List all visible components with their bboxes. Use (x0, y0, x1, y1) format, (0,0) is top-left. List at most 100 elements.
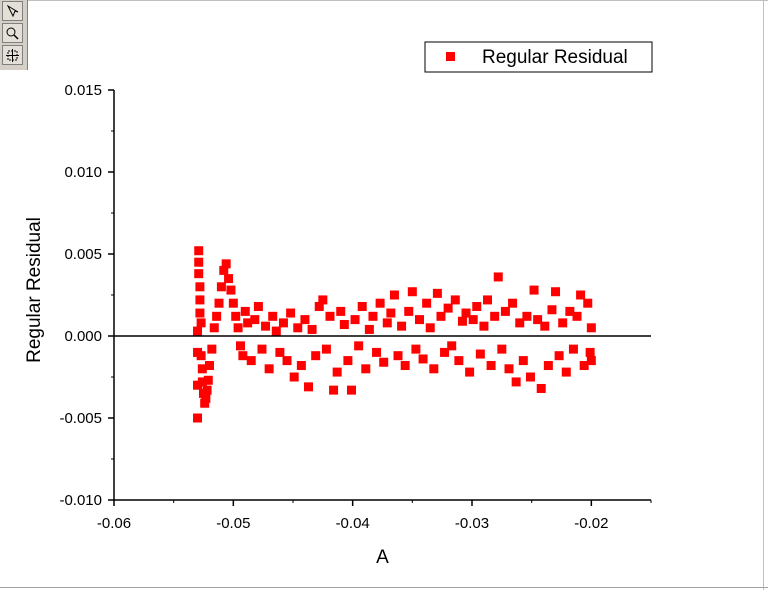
x-tick-label: -0.06 (97, 515, 131, 532)
axis-labels: A Regular Residual (24, 217, 389, 568)
data-point (293, 323, 303, 333)
data-point (354, 341, 364, 351)
data-point (483, 295, 493, 305)
data-point (551, 287, 561, 297)
data-point (194, 257, 204, 267)
data-points (193, 246, 596, 423)
data-point (497, 344, 507, 354)
data-point (318, 295, 328, 305)
data-point (493, 272, 503, 282)
data-point (361, 364, 371, 374)
y-tick-label: 0.000 (64, 328, 102, 345)
data-point (246, 356, 256, 366)
data-reader-button[interactable] (2, 1, 23, 21)
zoom-button[interactable] (2, 23, 23, 43)
data-point (194, 246, 204, 256)
data-point (558, 318, 568, 328)
data-point (457, 316, 467, 326)
data-point (518, 356, 528, 366)
data-point (231, 311, 241, 321)
x-tick-label: -0.02 (574, 515, 608, 532)
data-point (336, 306, 346, 316)
data-point (202, 385, 212, 395)
y-tick-label: 0.015 (64, 82, 102, 99)
data-point (214, 298, 224, 308)
data-point (576, 290, 586, 300)
y-tick-label: 0.010 (64, 164, 102, 181)
data-point (429, 364, 439, 374)
data-point (196, 351, 206, 361)
data-point (511, 377, 521, 387)
data-point (547, 305, 557, 315)
data-point (307, 324, 317, 334)
data-reader-icon (6, 4, 19, 18)
data-point (253, 301, 263, 311)
data-point (357, 301, 367, 311)
data-point (224, 274, 234, 284)
window-border-right (763, 0, 764, 590)
data-point (536, 383, 546, 393)
data-point (209, 323, 219, 333)
data-point (197, 377, 207, 387)
data-point (407, 287, 417, 297)
data-point (529, 285, 539, 295)
data-point (440, 347, 450, 357)
data-point (586, 323, 596, 333)
data-point (339, 320, 349, 330)
data-selector-button[interactable] (2, 45, 23, 65)
data-point (583, 298, 593, 308)
data-point (275, 347, 285, 357)
data-point (311, 351, 321, 361)
data-point (243, 318, 253, 328)
data-point (271, 326, 281, 336)
data-point (443, 303, 453, 313)
data-point (450, 295, 460, 305)
data-point (196, 318, 206, 328)
data-point (221, 259, 231, 269)
data-point (314, 301, 324, 311)
data-point (289, 372, 299, 382)
x-tick-label: -0.03 (455, 515, 489, 532)
data-point (411, 344, 421, 354)
data-point (278, 318, 288, 328)
window-border-bottom (0, 587, 768, 588)
data-point (200, 398, 210, 408)
x-tick-label: -0.04 (336, 515, 370, 532)
data-point (233, 323, 243, 333)
data-point (226, 285, 236, 295)
data-point (346, 385, 356, 395)
chart-axes: 0.015 0.010 0.005 0.000 -0.005 -0.010 -0.06 -0.… (59, 82, 652, 532)
data-point (465, 367, 475, 377)
data-point (195, 282, 205, 292)
data-point (203, 375, 213, 385)
legend: Regular Residual (424, 41, 653, 73)
data-point (368, 311, 378, 321)
data-point (404, 306, 414, 316)
data-point (436, 311, 446, 321)
y-tick-label: 0.005 (64, 246, 102, 263)
data-point (204, 361, 214, 371)
data-point (533, 315, 543, 325)
legend-marker (446, 52, 455, 61)
data-point (468, 315, 478, 325)
data-point (228, 298, 238, 308)
legend-label: Regular Residual (482, 47, 628, 68)
y-tick-label: -0.005 (59, 410, 102, 427)
data-point (261, 321, 271, 331)
data-point (282, 356, 292, 366)
data-point (268, 311, 278, 321)
data-point (525, 372, 535, 382)
data-point (585, 347, 595, 357)
data-point (193, 413, 203, 423)
data-point (554, 351, 564, 361)
data-selector-icon (6, 49, 19, 62)
data-point (193, 326, 203, 336)
data-point (296, 361, 306, 371)
data-point (195, 308, 205, 318)
graph-toolbar (0, 0, 28, 70)
data-point (454, 356, 464, 366)
window-border-top (27, 0, 768, 1)
y-tick-label: -0.010 (59, 492, 102, 509)
data-point (543, 361, 553, 371)
